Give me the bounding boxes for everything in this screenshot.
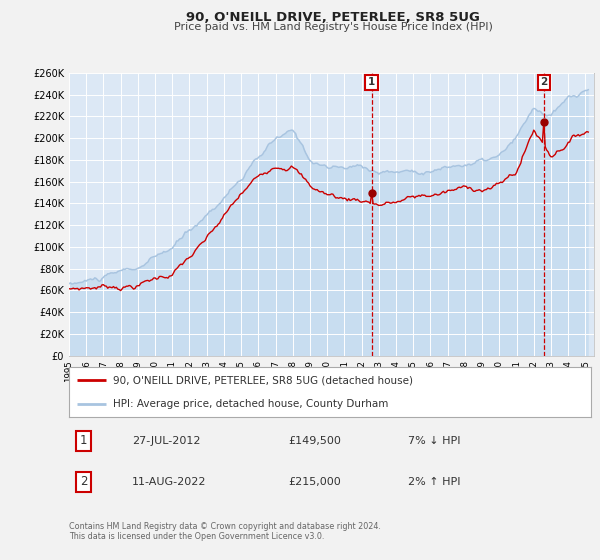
Text: Contains HM Land Registry data © Crown copyright and database right 2024.: Contains HM Land Registry data © Crown c… — [69, 522, 381, 531]
Text: 90, O'NEILL DRIVE, PETERLEE, SR8 5UG (detached house): 90, O'NEILL DRIVE, PETERLEE, SR8 5UG (de… — [113, 375, 413, 385]
Text: This data is licensed under the Open Government Licence v3.0.: This data is licensed under the Open Gov… — [69, 532, 325, 541]
Text: 7% ↓ HPI: 7% ↓ HPI — [409, 436, 461, 446]
Text: Price paid vs. HM Land Registry's House Price Index (HPI): Price paid vs. HM Land Registry's House … — [173, 22, 493, 32]
Text: £215,000: £215,000 — [288, 477, 341, 487]
Text: HPI: Average price, detached house, County Durham: HPI: Average price, detached house, Coun… — [113, 399, 389, 409]
Text: 2% ↑ HPI: 2% ↑ HPI — [409, 477, 461, 487]
Text: 27-JUL-2012: 27-JUL-2012 — [131, 436, 200, 446]
Text: £149,500: £149,500 — [288, 436, 341, 446]
Text: 2: 2 — [540, 77, 547, 87]
Text: 90, O'NEILL DRIVE, PETERLEE, SR8 5UG: 90, O'NEILL DRIVE, PETERLEE, SR8 5UG — [186, 11, 480, 24]
Text: 1: 1 — [80, 435, 88, 447]
Text: 1: 1 — [368, 77, 375, 87]
Text: 11-AUG-2022: 11-AUG-2022 — [131, 477, 206, 487]
Text: 2: 2 — [80, 475, 88, 488]
